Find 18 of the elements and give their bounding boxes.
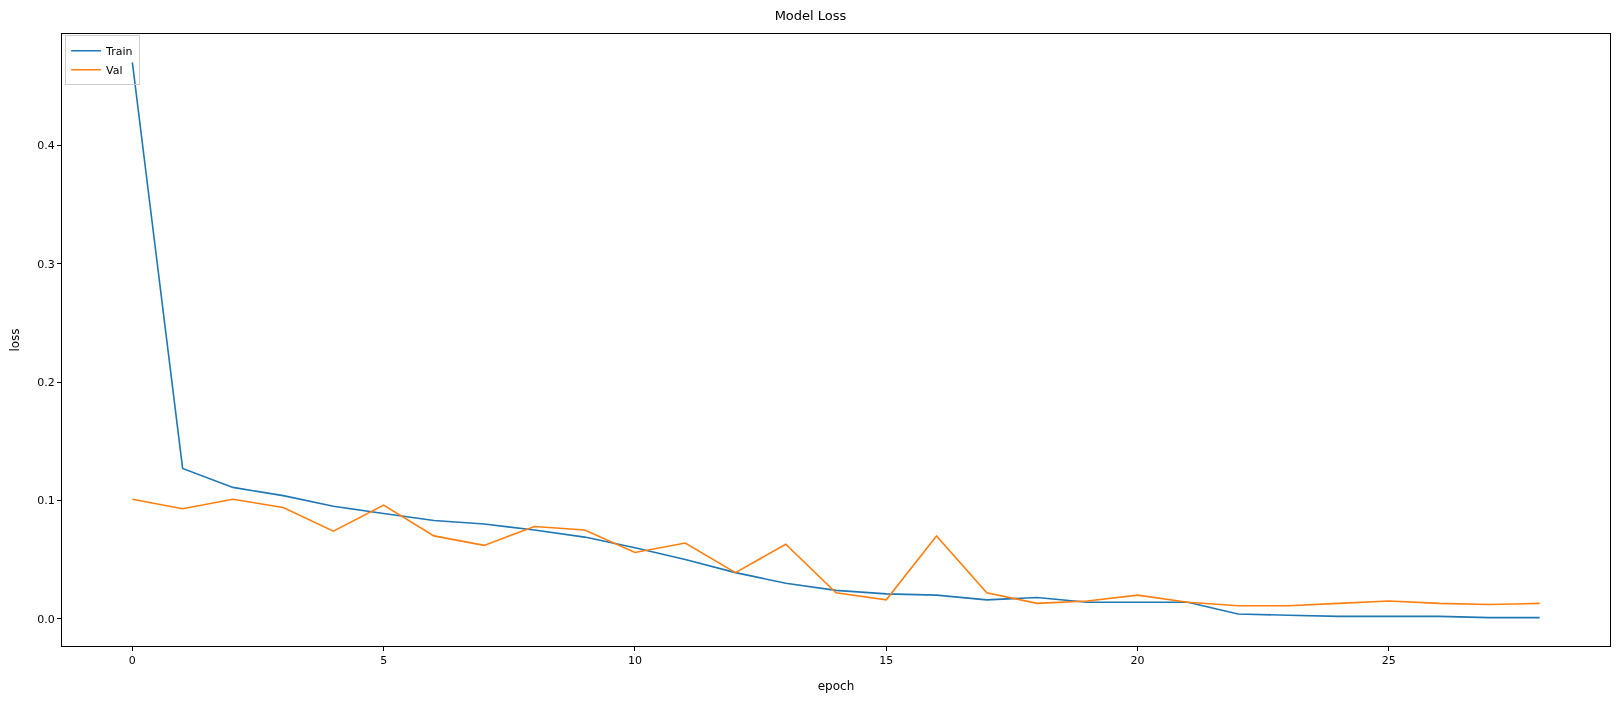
x-tick-label: 20 [1130, 654, 1145, 668]
x-tick-label: 25 [1381, 654, 1396, 668]
x-tick-label: 0 [128, 654, 136, 668]
legend-label: Val [106, 64, 123, 78]
y-tick-label: 0.2 [37, 375, 55, 389]
chart-title: Model Loss [774, 7, 847, 23]
y-axis-title: loss [7, 328, 22, 352]
line-series [131, 61, 1541, 619]
legend-label: Train [105, 45, 133, 59]
y-tick-label: 0.0 [37, 612, 55, 626]
x-tick-label: 5 [380, 654, 388, 668]
line-series [131, 498, 1541, 607]
x-tick-label: 15 [879, 654, 894, 668]
x-tick-label: 10 [627, 654, 642, 668]
y-tick-label: 0.4 [37, 139, 55, 153]
y-tick-label: 0.3 [37, 257, 55, 271]
x-axis-title: epoch [817, 679, 855, 694]
y-tick-label: 0.1 [37, 494, 55, 508]
